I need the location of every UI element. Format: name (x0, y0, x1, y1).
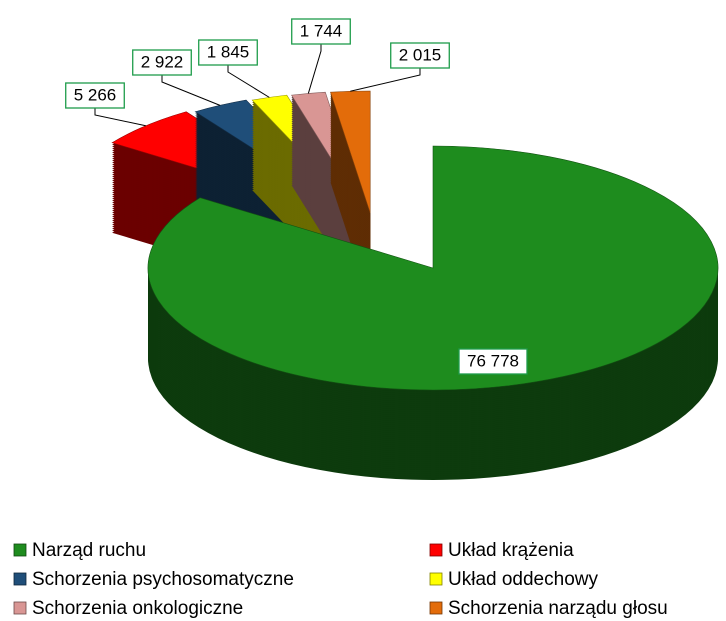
leader-line (94, 107, 146, 127)
label-box (65, 82, 125, 109)
legend-label: Schorzenia narządu głosu (448, 598, 668, 619)
data-label: 1 845 (207, 42, 250, 61)
legend-swatch (13, 601, 27, 615)
label-box (132, 49, 192, 76)
data-label: 2 015 (399, 45, 442, 64)
leader-line (227, 64, 270, 98)
label-box (198, 39, 258, 66)
legend-swatch (13, 543, 27, 557)
slice (330, 90, 371, 303)
legend-swatch (429, 543, 443, 557)
legend-label: Schorzenia onkologiczne (32, 598, 243, 619)
slice-top (147, 145, 719, 391)
leader-line (161, 74, 221, 106)
leader-line (350, 67, 421, 92)
data-label: 5 266 (74, 85, 117, 104)
leader-line (307, 43, 322, 94)
legend-label: Układ oddechowy (448, 569, 598, 590)
slice (147, 145, 719, 480)
legend-label: Schorzenia psychosomatyczne (32, 569, 294, 590)
data-label: 2 922 (141, 52, 184, 71)
legend-swatch (429, 601, 443, 615)
label-box (291, 18, 351, 45)
legend-label: Układ krążenia (448, 540, 574, 561)
legend-swatch (429, 572, 443, 586)
label-box (390, 42, 450, 69)
label-box (458, 348, 528, 375)
data-label: 76 778 (467, 351, 519, 370)
legend-swatch (13, 572, 27, 586)
data-label: 1 744 (300, 21, 343, 40)
legend-label: Narząd ruchu (32, 540, 146, 561)
